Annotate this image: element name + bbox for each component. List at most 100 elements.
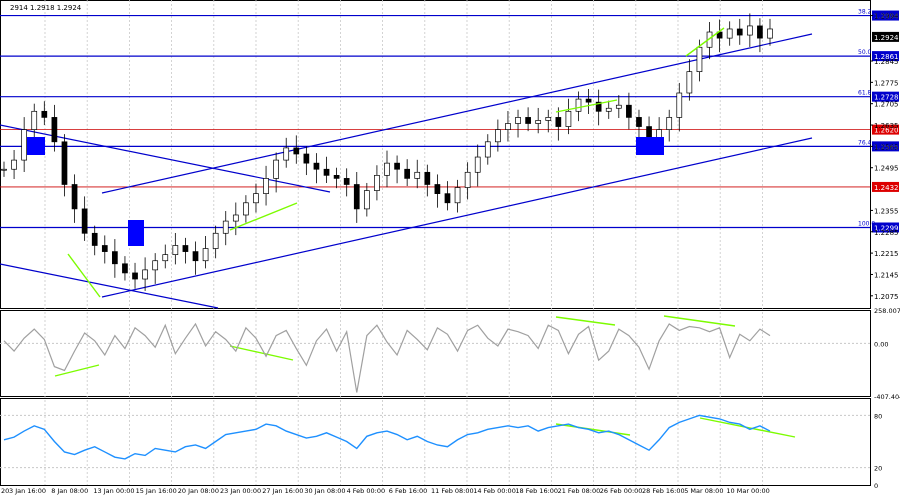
level-price-label: 1.2861	[874, 53, 899, 61]
divergence-line	[555, 99, 618, 113]
level-price-label: 1.2994	[874, 13, 899, 21]
candle-body	[464, 171, 471, 188]
candle-body	[444, 193, 451, 204]
candle-body	[253, 193, 259, 204]
candle-body	[374, 174, 380, 191]
x-tick-label: 4 Feb 00:00	[347, 487, 386, 495]
cci-line	[3, 322, 771, 393]
candle-body	[394, 162, 400, 170]
rsi-tick-label: 20	[874, 465, 882, 473]
candle-body	[363, 190, 370, 210]
candle-body	[757, 25, 763, 39]
candle-body	[61, 141, 68, 185]
candle-body	[626, 104, 632, 118]
candle-body	[81, 208, 88, 234]
x-tick-label: 13 Jan 00:00	[93, 487, 134, 495]
candle-body	[676, 92, 683, 118]
candle-body	[21, 129, 28, 161]
price-tick-label: 1.2775	[874, 79, 899, 87]
candle-body	[746, 25, 753, 36]
x-tick-label: 18 Feb 16:00	[515, 487, 558, 495]
x-tick-label: 5 Mar 08:00	[684, 487, 723, 495]
price-pane-frame	[0, 0, 871, 309]
candle-body	[273, 159, 279, 179]
price-tick-label: 1.2635	[874, 122, 899, 130]
current-price-label: 1.2924	[874, 34, 899, 42]
x-tick-label: 20	[1, 487, 9, 495]
candle-body	[192, 251, 199, 262]
candle-body	[535, 120, 542, 124]
candle-body	[666, 117, 673, 130]
price-tick-label: 1.2075	[874, 293, 899, 301]
candle-body	[474, 156, 481, 173]
candle-body	[545, 117, 552, 121]
candle-body	[313, 162, 320, 170]
x-tick-label: 20 Jan 08:00	[178, 487, 219, 495]
level-label-bg	[872, 181, 899, 192]
candle-body	[152, 260, 159, 271]
divergence-line	[663, 315, 736, 327]
level-price-label: 1.2565	[874, 143, 899, 151]
candle-body	[101, 245, 108, 252]
x-tick-label: 21 Feb 08:00	[558, 487, 601, 495]
signal-marker	[636, 137, 664, 155]
ascending-channel-upper	[101, 33, 813, 194]
candle-body	[434, 184, 441, 194]
candle-body	[384, 162, 390, 176]
price-tick-label: 1.2215	[874, 250, 899, 258]
candle-body	[212, 232, 219, 249]
level-label-bg	[872, 91, 899, 102]
fib-level-label: 38.2	[858, 9, 872, 16]
fib-level-label: 76.4	[858, 139, 872, 146]
signal-marker	[27, 137, 45, 155]
level-label-bg	[872, 51, 899, 62]
candle-body	[303, 153, 310, 164]
candle-body	[172, 245, 179, 255]
x-tick-label: 27 Jan 16:00	[262, 487, 303, 495]
candle-body	[505, 123, 511, 130]
fib-level-label: 100.0	[858, 220, 875, 227]
candle-body	[515, 117, 521, 124]
candle-body	[454, 187, 461, 204]
level-label-bg	[872, 10, 899, 21]
divergence-line	[229, 202, 298, 231]
candle-body	[646, 126, 652, 140]
candle-body	[51, 117, 58, 143]
price-tick-label: 1.2285	[874, 229, 899, 237]
candle-body	[243, 202, 249, 216]
price-tick-label: 1.2845	[874, 58, 899, 66]
level-price-label: 1.2299	[874, 224, 899, 232]
x-tick-label: 8 Jan 08:00	[51, 487, 88, 495]
candle-body	[162, 254, 169, 262]
rsi-pane-frame	[0, 398, 871, 486]
cci-tick-label: 258.0074	[874, 307, 900, 315]
candle-body	[293, 147, 300, 155]
divergence-line	[685, 27, 725, 57]
level-label-bg	[872, 141, 899, 152]
divergence-line	[555, 423, 631, 436]
candle-body	[11, 159, 17, 170]
candle-body	[736, 28, 743, 36]
candle-body	[424, 171, 431, 185]
price-tick-label: 1.2705	[874, 101, 899, 109]
candle-body	[1, 168, 7, 171]
candle-body	[132, 272, 138, 280]
cci-tick-label: 0.00	[874, 340, 888, 348]
level-price-label: 1.2432	[874, 184, 899, 192]
candle-body	[615, 104, 622, 109]
price-tick-label: 1.2355	[874, 207, 899, 215]
candle-body	[71, 184, 78, 210]
candle-body	[575, 98, 582, 112]
ohlc-header-text: 2914 1.2918 1.2924	[10, 4, 82, 12]
candle-body	[353, 184, 360, 210]
candle-body	[263, 178, 269, 194]
x-tick-label: 26 Feb 00:00	[600, 487, 643, 495]
signal-marker	[128, 220, 144, 246]
x-tick-label: 14 Feb 00:00	[473, 487, 516, 495]
candle-body	[142, 269, 148, 280]
level-label-bg	[872, 222, 899, 233]
candle-body	[555, 117, 562, 127]
